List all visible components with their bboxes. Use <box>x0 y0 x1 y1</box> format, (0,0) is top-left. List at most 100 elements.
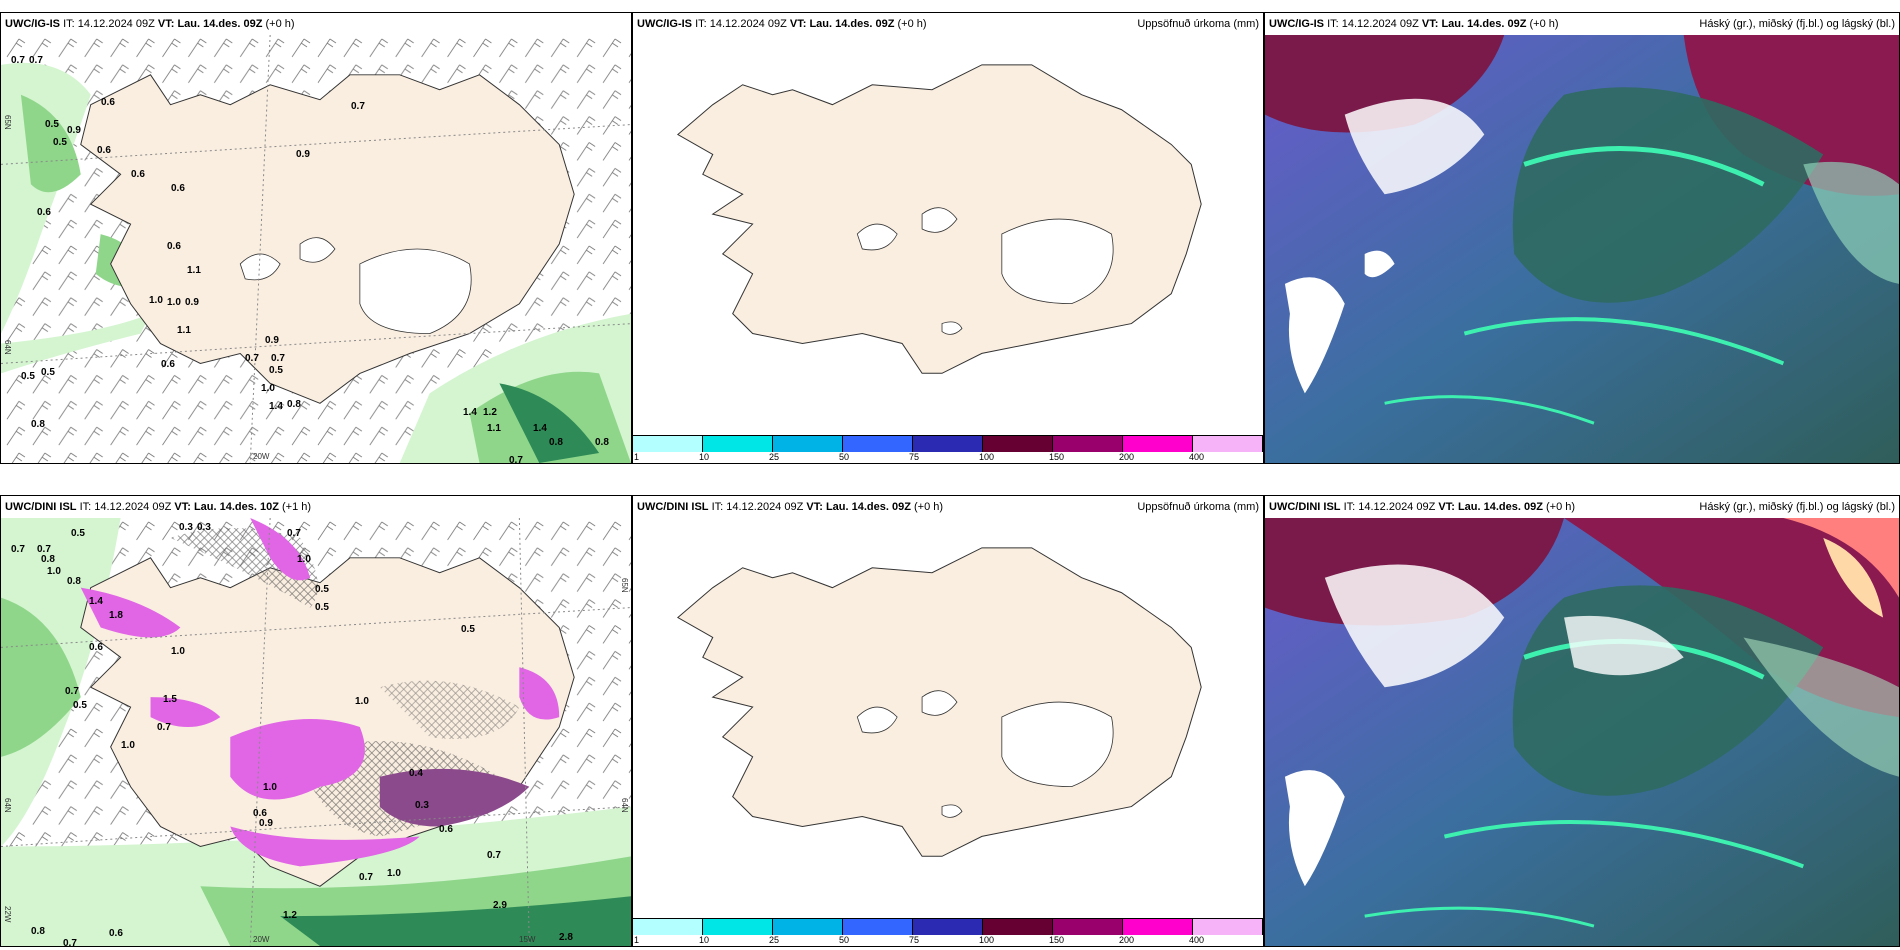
precip-value: 0.7 <box>359 872 373 883</box>
map-panel-precip-wind-iglsis[interactable]: UWC/IG-IS IT: 14.12.2024 09Z VT: Lau. 14… <box>0 12 632 464</box>
precip-value: 0.6 <box>131 169 145 180</box>
map-panel-accum-precip-iglsis[interactable]: UWC/IG-IS IT: 14.12.2024 09Z VT: Lau. 14… <box>632 12 1264 464</box>
colorbar-tick-label: 200 <box>1119 935 1135 945</box>
lon-label-22w: 22W <box>3 906 12 923</box>
map-panel-accum-precip-dini[interactable]: UWC/DINI ISL IT: 14.12.2024 09Z VT: Lau.… <box>632 495 1264 947</box>
precip-value: 0.7 <box>65 686 79 697</box>
colorbar-segment <box>983 919 1053 935</box>
map-canvas[interactable] <box>633 518 1263 918</box>
precip-value: 0.8 <box>595 437 609 448</box>
colorbar-segment <box>703 436 773 452</box>
precip-value: 0.7 <box>63 938 77 947</box>
precip-value: 0.9 <box>265 335 279 346</box>
precip-value: 0.5 <box>461 624 475 635</box>
lat-label-65n: 65N <box>3 115 12 130</box>
precip-value: 1.0 <box>171 646 185 657</box>
precip-value: 1.4 <box>269 401 283 412</box>
colorbar-segment <box>633 919 703 935</box>
lon-label-20w: 20W <box>253 935 270 944</box>
precip-value: 1.0 <box>261 383 275 394</box>
colorbar-tick-label: 75 <box>908 935 919 945</box>
map-canvas[interactable] <box>1265 518 1899 946</box>
map-canvas[interactable] <box>633 35 1263 435</box>
precip-value: 1.4 <box>463 407 477 418</box>
precip-value: 0.9 <box>259 818 273 829</box>
precip-value: 0.3 <box>415 800 429 811</box>
precip-value: 1.5 <box>163 694 177 705</box>
lat-label-64n: 64N <box>620 798 629 813</box>
precip-value: 0.7 <box>245 353 259 364</box>
precip-value: 0.5 <box>315 602 329 613</box>
precip-value: 0.5 <box>71 528 85 539</box>
lon-label-20w: 20W <box>253 452 270 461</box>
precip-value: 0.7 <box>509 455 523 464</box>
colorbar-segment <box>913 436 983 452</box>
colorbar-segment <box>1193 919 1263 935</box>
colorbar-tick-label: 400 <box>1188 935 1205 945</box>
precip-value: 1.0 <box>297 554 311 565</box>
panel-title: UWC/IG-IS IT: 14.12.2024 09Z VT: Lau. 14… <box>1269 18 1895 30</box>
map-panel-precip-wind-dini[interactable]: UWC/DINI ISL IT: 14.12.2024 09Z VT: Lau.… <box>0 495 632 947</box>
precip-value: 0.7 <box>157 722 171 733</box>
colorbar-segment <box>913 919 983 935</box>
precip-value: 1.2 <box>483 407 497 418</box>
precip-value: 1.1 <box>487 423 501 434</box>
lon-label-15w: 15W <box>519 935 536 944</box>
precip-value: 0.6 <box>171 183 185 194</box>
precip-value: 0.8 <box>549 437 563 448</box>
precip-value: 0.8 <box>67 576 81 587</box>
precip-value: 0.5 <box>41 367 55 378</box>
map-canvas[interactable]: 65N 64N 64N 22W 20W 15W 0.7 0.7 0.8 0.5 … <box>1 518 631 946</box>
panel-title: UWC/IG-IS IT: 14.12.2024 09Z VT: Lau. 14… <box>5 18 295 30</box>
colorbar-tick-label: 25 <box>768 935 779 945</box>
precip-value: 1.2 <box>283 910 297 921</box>
precip-value: 0.5 <box>53 137 67 148</box>
precip-value: 0.6 <box>253 808 267 819</box>
colorbar-tick-label: 400 <box>1188 452 1205 462</box>
precip-value: 0.8 <box>41 554 55 565</box>
precip-value: 1.1 <box>187 265 201 276</box>
precip-value: 1.1 <box>177 325 191 336</box>
colorbar-segment <box>1193 436 1263 452</box>
precip-value: 0.8 <box>31 419 45 430</box>
precip-value: 0.5 <box>73 700 87 711</box>
panel-title: UWC/DINI ISL IT: 14.12.2024 09Z VT: Lau.… <box>637 501 1259 513</box>
colorbar-tick-label: 50 <box>839 452 850 462</box>
precip-value: 0.6 <box>439 824 453 835</box>
map-panel-clouds-iglsis[interactable]: UWC/IG-IS IT: 14.12.2024 09Z VT: Lau. 14… <box>1264 12 1900 464</box>
colorbar-tick-label: 10 <box>698 452 709 462</box>
lat-label-64n-left: 64N <box>3 798 12 813</box>
precip-value: 1.0 <box>149 295 163 306</box>
precip-value: 1.0 <box>263 782 277 793</box>
precip-colorbar: 1 10 25 50 75 100 150 200 400 <box>633 918 1263 946</box>
precip-value: 0.6 <box>109 928 123 939</box>
colorbar-tick-label: 100 <box>979 935 995 945</box>
precip-value: 1.8 <box>109 610 123 621</box>
precip-value: 0.9 <box>296 149 310 160</box>
colorbar-tick-label: 1 <box>634 935 640 945</box>
precip-value: 0.7 <box>37 544 51 555</box>
colorbar-tick-label: 10 <box>698 935 709 945</box>
precip-value: 1.0 <box>355 696 369 707</box>
panel-title: UWC/DINI ISL IT: 14.12.2024 09Z VT: Lau.… <box>5 501 312 513</box>
map-canvas[interactable] <box>1265 35 1899 463</box>
precip-value: 1.0 <box>387 868 401 879</box>
precip-value: 0.9 <box>185 297 199 308</box>
colorbar-segment <box>1123 436 1193 452</box>
colorbar-segment <box>843 436 913 452</box>
colorbar-segment <box>1123 919 1193 935</box>
precip-value: 0.8 <box>31 926 45 937</box>
precip-value: 0.7 <box>11 544 25 555</box>
precip-value: 0.4 <box>409 768 423 779</box>
colorbar-segment <box>633 436 703 452</box>
precip-value: 1.0 <box>47 566 61 577</box>
precip-value: 1.0 <box>167 297 181 308</box>
precip-colorbar: 1 10 25 50 75 100 150 200 400 <box>633 435 1263 463</box>
precip-value: 2.9 <box>493 900 507 911</box>
lat-label-64n: 64N <box>3 340 12 355</box>
precip-value: 1.4 <box>89 596 103 607</box>
map-panel-clouds-dini[interactable]: UWC/DINI ISL IT: 14.12.2024 09Z VT: Lau.… <box>1264 495 1900 947</box>
precip-value: 0.5 <box>21 371 35 382</box>
precip-value: 0.7 <box>11 55 25 66</box>
map-canvas[interactable]: 65N 64N 20W 0.7 0.7 0.6 0.5 0.9 0.5 0.6 … <box>1 35 631 463</box>
